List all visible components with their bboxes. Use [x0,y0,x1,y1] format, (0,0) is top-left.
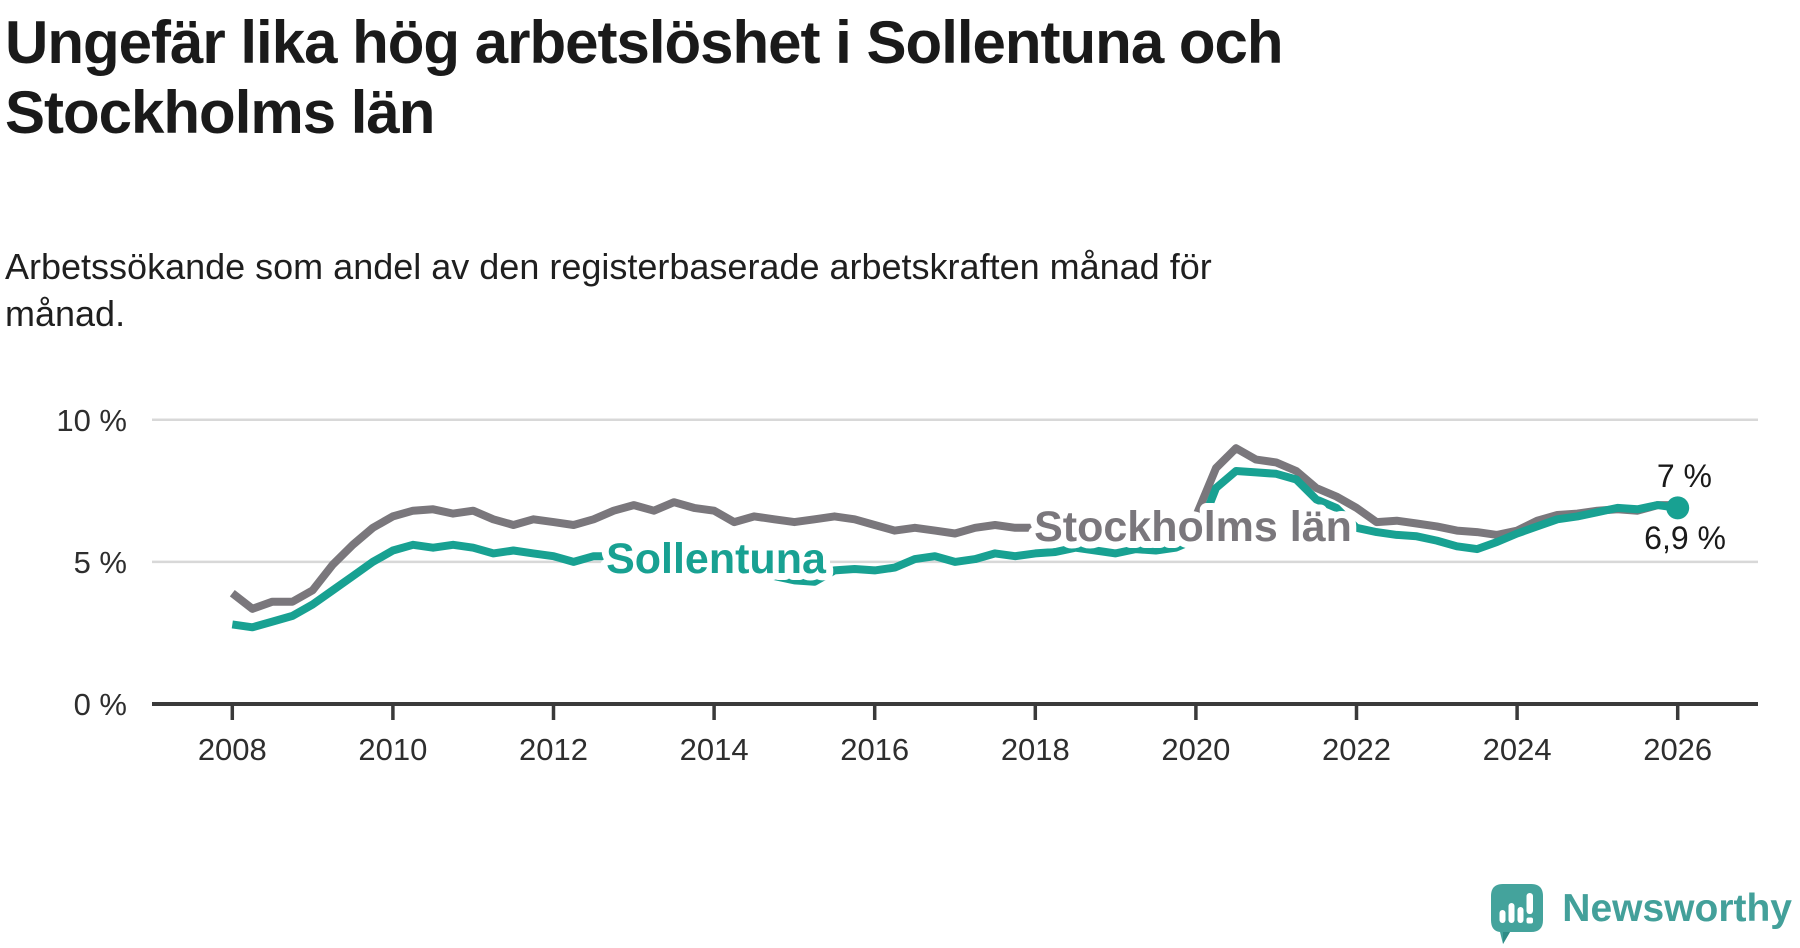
x-tick-label-2026: 2026 [1643,732,1712,767]
newsworthy-brand-name: Newsworthy [1562,887,1792,930]
series-line-stockholms-l-n [229,444,1678,613]
title-line-1: Ungefär lika hög arbetslöshet i Sollentu… [5,9,1284,76]
x-tick-label-2022: 2022 [1322,732,1391,767]
x-tick-label-2008: 2008 [198,732,267,767]
newsworthy-logo-icon [1491,884,1544,944]
x-tick-label-2010: 2010 [358,732,427,767]
series-line-sollentuna [231,467,1679,632]
series-label-stockholms-l-n: Stockholms län [1034,503,1352,551]
x-tick-label-2024: 2024 [1483,732,1552,767]
x-tick-label-2018: 2018 [1001,732,1070,767]
y-tick-label-10: 10 % [56,403,127,438]
x-tick-label-2020: 2020 [1161,732,1230,767]
chart-subtitle: Arbetssökande som andel av den registerb… [5,243,1212,337]
y-tick-label-5: 5 % [74,545,127,580]
subtitle-line-1: Arbetssökande som andel av den registerb… [5,246,1212,287]
x-tick-label-2012: 2012 [519,732,588,767]
newsworthy-brand: Newsworthy [1489,882,1792,946]
subtitle-line-2: månad. [5,293,126,334]
latest-value-dot [1666,496,1690,520]
title-line-2: Stockholms län [5,79,435,146]
page-title: Ungefär lika hög arbetslöshet i Sollentu… [5,8,1284,148]
series-label-sollentuna: Sollentuna [606,535,827,583]
end-value-label-sollentuna: 6,9 % [1644,520,1726,556]
x-tick-label-2016: 2016 [840,732,909,767]
end-value-label-stockholms-l-n: 7 % [1657,458,1712,494]
x-tick-label-2014: 2014 [680,732,749,767]
y-tick-label-0: 0 % [74,687,127,722]
